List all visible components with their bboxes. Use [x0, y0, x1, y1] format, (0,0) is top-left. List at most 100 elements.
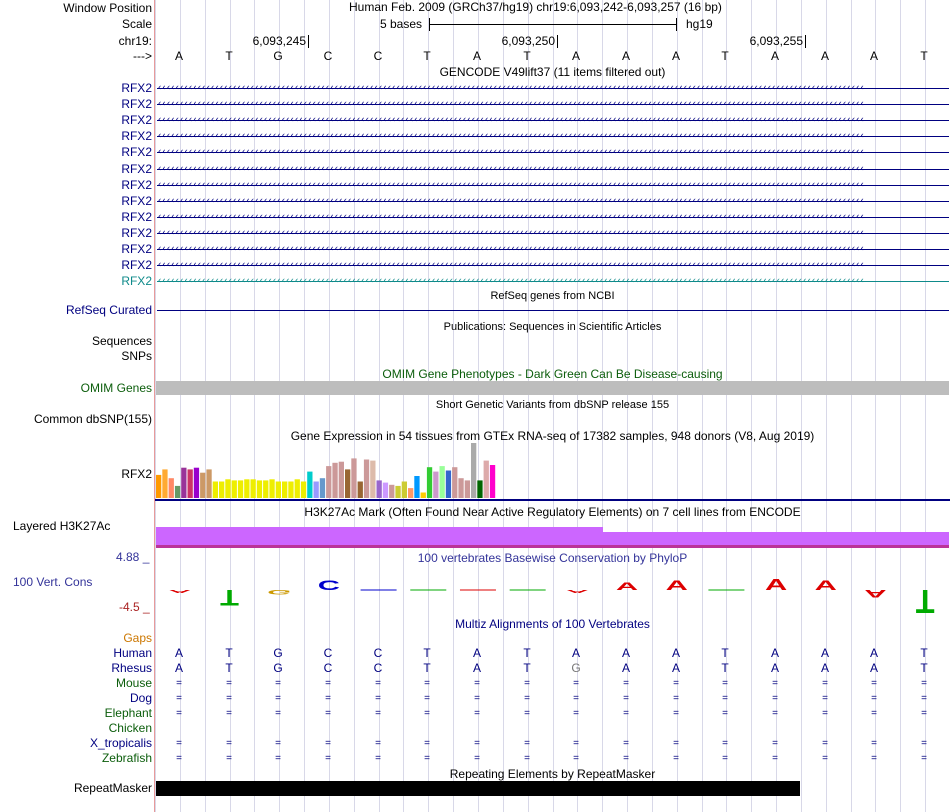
gtex-tissue-bar[interactable]: [477, 480, 483, 498]
conservation-logo-letter[interactable]: G: [267, 588, 291, 596]
gtex-tissue-bar[interactable]: [231, 480, 237, 498]
gtex-tissue-bar[interactable]: [332, 462, 338, 498]
gtex-tissue-bar[interactable]: [357, 481, 363, 499]
gtex-tissue-bar[interactable]: [250, 479, 256, 498]
conservation-label[interactable]: 100 Vert. Cons: [13, 575, 93, 589]
multiz-species-label[interactable]: Dog: [129, 691, 152, 705]
gtex-gene-label[interactable]: RFX2: [121, 467, 152, 481]
gtex-tissue-bar[interactable]: [174, 485, 181, 498]
gtex-tissue-bar[interactable]: [219, 481, 225, 499]
gtex-tissue-bar[interactable]: [445, 470, 452, 499]
conservation-logo-letter[interactable]: C: [318, 578, 340, 593]
conservation-logo-letter[interactable]: A: [616, 580, 639, 593]
gtex-tissue-bar[interactable]: [307, 471, 313, 498]
gtex-tissue-bar[interactable]: [269, 479, 275, 498]
gtex-tissue-bar[interactable]: [237, 480, 244, 498]
gtex-tissue-bar[interactable]: [256, 480, 263, 498]
gtex-tissue-bar[interactable]: [420, 492, 426, 499]
gtex-tissue-bar[interactable]: [313, 481, 319, 499]
multiz-species-label[interactable]: Human: [113, 646, 152, 660]
multiz-species-label[interactable]: Elephant: [104, 706, 152, 720]
conservation-logo-letter[interactable]: T: [220, 585, 239, 610]
gtex-tissue-bar[interactable]: [200, 472, 206, 498]
gencode-item-label[interactable]: RFX2: [121, 242, 152, 256]
gencode-transcript[interactable]: ‹‹‹‹‹‹‹‹‹‹‹‹‹‹‹‹‹‹‹‹‹‹‹‹‹‹‹‹‹‹‹‹‹‹‹‹‹‹‹‹…: [157, 132, 949, 141]
gtex-tissue-bar[interactable]: [263, 480, 269, 498]
gencode-item-label[interactable]: RFX2: [121, 162, 152, 176]
gtex-tissue-bar[interactable]: [275, 481, 281, 499]
gtex-tissue-bar[interactable]: [426, 467, 433, 498]
gtex-tissue-bar[interactable]: [168, 478, 174, 498]
gencode-transcript[interactable]: ‹‹‹‹‹‹‹‹‹‹‹‹‹‹‹‹‹‹‹‹‹‹‹‹‹‹‹‹‹‹‹‹‹‹‹‹‹‹‹‹…: [157, 213, 949, 222]
gencode-item-label[interactable]: RFX2: [121, 226, 152, 240]
gtex-tissue-bar[interactable]: [483, 460, 489, 498]
gtex-tissue-bar[interactable]: [382, 482, 389, 498]
gencode-item-label[interactable]: RFX2: [121, 81, 152, 95]
gencode-transcript[interactable]: ‹‹‹‹‹‹‹‹‹‹‹‹‹‹‹‹‹‹‹‹‹‹‹‹‹‹‹‹‹‹‹‹‹‹‹‹‹‹‹‹…: [157, 277, 949, 286]
gencode-item-label[interactable]: RFX2: [121, 274, 152, 288]
gtex-tissue-bar[interactable]: [389, 484, 395, 498]
gtex-tissue-bar[interactable]: [300, 481, 307, 499]
gtex-tissue-bar[interactable]: [193, 467, 200, 498]
gtex-tissue-bar[interactable]: [319, 478, 326, 498]
gtex-tissue-bar[interactable]: [294, 479, 300, 498]
gtex-tissue-bar[interactable]: [345, 469, 351, 498]
gtex-tissue-bar[interactable]: [414, 476, 420, 498]
gencode-item-label[interactable]: RFX2: [121, 129, 152, 143]
gencode-item-label[interactable]: RFX2: [121, 178, 152, 192]
conservation-logo-letter[interactable]: A: [864, 588, 887, 601]
gtex-tissue-bar[interactable]: [433, 471, 439, 498]
repeatmasker-label[interactable]: RepeatMasker: [73, 781, 152, 795]
conservation-logo[interactable]: A T G C A A A A AA T: [155, 566, 950, 614]
publications-sequences-label[interactable]: Sequences: [91, 334, 152, 348]
conservation-logo-letter[interactable]: A: [666, 578, 688, 593]
gtex-tissue-bar[interactable]: [452, 467, 458, 498]
gtex-tissue-bar[interactable]: [376, 480, 382, 498]
h3k27ac-label[interactable]: Layered H3K27Ac: [13, 519, 111, 533]
conservation-logo-letter[interactable]: A: [169, 589, 191, 594]
gtex-tissue-bar[interactable]: [439, 466, 445, 498]
gtex-tissue-bar[interactable]: [206, 469, 212, 498]
gtex-tissue-bar[interactable]: [326, 466, 332, 498]
gtex-tissue-bar[interactable]: [351, 458, 357, 498]
refseq-label[interactable]: RefSeq Curated: [65, 303, 152, 317]
gencode-transcript[interactable]: ‹‹‹‹‹‹‹‹‹‹‹‹‹‹‹‹‹‹‹‹‹‹‹‹‹‹‹‹‹‹‹‹‹‹‹‹‹‹‹‹…: [157, 100, 949, 109]
gencode-item-label[interactable]: RFX2: [121, 258, 152, 272]
gtex-tissue-bar[interactable]: [363, 459, 370, 499]
h3k27ac-signal-high[interactable]: [156, 527, 603, 545]
gtex-tissue-bar[interactable]: [181, 467, 187, 498]
gencode-item-label[interactable]: RFX2: [121, 145, 152, 159]
gtex-tissue-bar[interactable]: [489, 465, 496, 498]
gencode-transcript[interactable]: ‹‹‹‹‹‹‹‹‹‹‹‹‹‹‹‹‹‹‹‹‹‹‹‹‹‹‹‹‹‹‹‹‹‹‹‹‹‹‹‹…: [157, 229, 949, 238]
gencode-item-label[interactable]: RFX2: [121, 210, 152, 224]
multiz-species-label[interactable]: Rhesus: [111, 661, 152, 675]
gtex-tissue-bar[interactable]: [212, 481, 218, 499]
omim-label[interactable]: OMIM Genes: [80, 381, 152, 395]
conservation-logo-letter[interactable]: A: [815, 578, 837, 593]
dbsnp-label[interactable]: Common dbSNP(155): [33, 412, 152, 426]
gtex-tissue-bar[interactable]: [401, 481, 407, 499]
gencode-transcript[interactable]: ‹‹‹‹‹‹‹‹‹‹‹‹‹‹‹‹‹‹‹‹‹‹‹‹‹‹‹‹‹‹‹‹‹‹‹‹‹‹‹‹…: [157, 197, 949, 206]
multiz-species-label[interactable]: Zebrafish: [101, 751, 152, 765]
publications-snps-label[interactable]: SNPs: [121, 349, 152, 363]
gencode-item-label[interactable]: RFX2: [121, 97, 152, 111]
gtex-bar-chart[interactable]: [155, 442, 950, 502]
multiz-species-label[interactable]: Chicken: [108, 721, 152, 735]
gencode-transcript[interactable]: ‹‹‹‹‹‹‹‹‹‹‹‹‹‹‹‹‹‹‹‹‹‹‹‹‹‹‹‹‹‹‹‹‹‹‹‹‹‹‹‹…: [157, 181, 949, 190]
gencode-transcript[interactable]: ‹‹‹‹‹‹‹‹‹‹‹‹‹‹‹‹‹‹‹‹‹‹‹‹‹‹‹‹‹‹‹‹‹‹‹‹‹‹‹‹…: [157, 148, 949, 157]
multiz-species-label[interactable]: Mouse: [115, 676, 152, 690]
gtex-tissue-bar[interactable]: [162, 469, 168, 498]
gtex-tissue-bar[interactable]: [408, 488, 414, 498]
gtex-tissue-bar[interactable]: [156, 474, 162, 498]
gtex-tissue-bar[interactable]: [464, 480, 470, 498]
multiz-species-label[interactable]: X_tropicalis: [89, 736, 152, 750]
gencode-transcript[interactable]: ‹‹‹‹‹‹‹‹‹‹‹‹‹‹‹‹‹‹‹‹‹‹‹‹‹‹‹‹‹‹‹‹‹‹‹‹‹‹‹‹…: [157, 165, 949, 174]
refseq-gene-line[interactable]: [157, 310, 949, 311]
gencode-transcript[interactable]: ‹‹‹‹‹‹‹‹‹‹‹‹‹‹‹‹‹‹‹‹‹‹‹‹‹‹‹‹‹‹‹‹‹‹‹‹‹‹‹‹…: [157, 116, 949, 125]
conservation-logo-letter[interactable]: A: [765, 577, 787, 594]
gtex-tissue-bar[interactable]: [244, 479, 250, 498]
gtex-tissue-bar[interactable]: [288, 481, 294, 499]
gtex-tissue-bar[interactable]: [395, 485, 401, 498]
gtex-tissue-bar[interactable]: [471, 443, 477, 498]
h3k27ac-signal-low[interactable]: [603, 532, 949, 545]
